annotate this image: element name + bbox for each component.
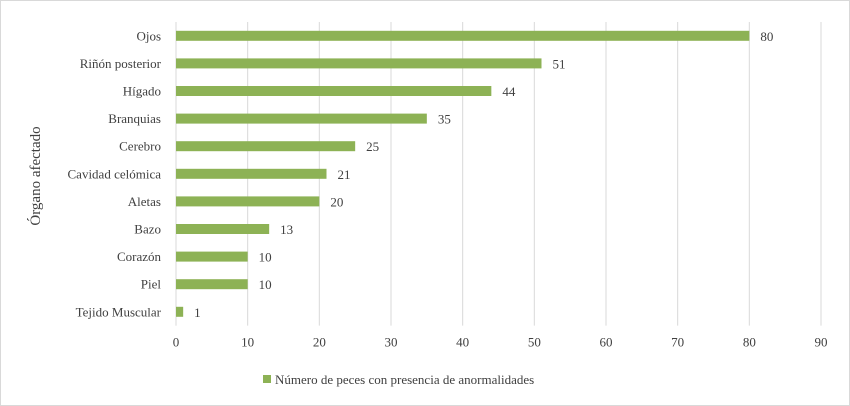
- bar: [176, 86, 492, 96]
- x-tick-label: 0: [173, 335, 180, 350]
- category-label: Bazo: [134, 222, 161, 237]
- category-label: Branquias: [108, 111, 161, 126]
- x-tick-label: 50: [528, 335, 541, 350]
- category-label: Cavidad celómica: [68, 166, 162, 181]
- x-tick-labels: 0 10 20 30 40 50 60 70 80 90: [173, 335, 828, 350]
- category-label: Cerebro: [119, 139, 161, 154]
- category-label: Tejido Muscular: [76, 304, 162, 319]
- data-label: 25: [366, 139, 379, 154]
- data-label: 35: [438, 112, 451, 127]
- x-tick-label: 60: [600, 335, 613, 350]
- bars-group: [176, 30, 750, 317]
- data-label: 20: [330, 194, 343, 209]
- data-label: 10: [259, 277, 272, 292]
- legend-swatch: [263, 375, 271, 383]
- data-label: 21: [338, 167, 351, 182]
- data-label: 10: [259, 250, 272, 265]
- data-label: 1: [194, 305, 201, 320]
- category-label: Aletas: [128, 194, 161, 209]
- data-label: 44: [502, 84, 516, 99]
- y-axis-label: Órgano afectado: [27, 126, 44, 225]
- data-label: 80: [760, 29, 773, 44]
- category-labels: Ojos Riñón posterior Hígado Branquias Cerebr…: [68, 28, 162, 319]
- category-label: Corazón: [117, 249, 162, 264]
- bar: [176, 196, 320, 207]
- bar: [176, 251, 248, 262]
- x-tick-label: 40: [456, 335, 469, 350]
- x-tick-label: 90: [815, 335, 828, 350]
- bar: [176, 30, 750, 41]
- bar: [176, 224, 270, 234]
- category-label: Hígado: [123, 84, 161, 99]
- x-tick-label: 30: [385, 335, 398, 350]
- value-labels: 80 51 44 35 25 21 20 13 10 10 1: [194, 29, 773, 320]
- bar: [176, 306, 184, 317]
- data-label: 13: [280, 222, 293, 237]
- bar: [176, 113, 427, 124]
- x-tick-label: 80: [743, 335, 756, 350]
- bar: [176, 58, 542, 69]
- x-tick-label: 20: [313, 335, 326, 350]
- bar: [176, 279, 248, 290]
- category-label: Ojos: [136, 28, 161, 43]
- bar: [176, 141, 356, 152]
- category-label: Riñón posterior: [80, 56, 162, 71]
- x-tick-label: 70: [671, 335, 684, 350]
- legend-label: Número de peces con presencia de anormal…: [275, 372, 534, 387]
- x-tick-label: 10: [241, 335, 254, 350]
- category-label: Piel: [141, 277, 162, 292]
- data-label: 51: [553, 56, 566, 71]
- gridlines: [175, 22, 822, 326]
- legend: Número de peces con presencia de anormal…: [263, 372, 534, 387]
- bar: [176, 168, 327, 179]
